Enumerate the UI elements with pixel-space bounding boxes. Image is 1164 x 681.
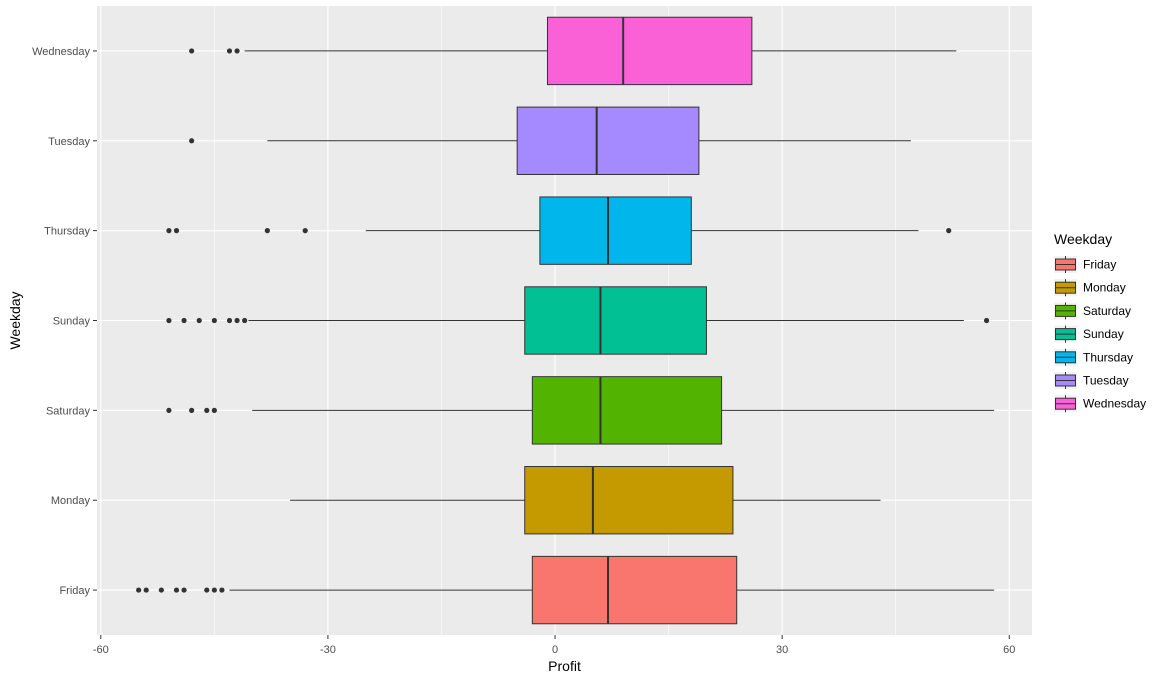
- legend: Weekday Friday Monday Saturday Sunday Thursd…: [1054, 231, 1146, 413]
- outlier-point: [166, 407, 172, 413]
- legend-label-sunday: Sunday: [1083, 327, 1124, 341]
- box-iqr: [546, 16, 753, 86]
- outlier-point: [242, 317, 248, 324]
- outlier-point: [189, 138, 195, 144]
- legend-key-sunday: [1054, 325, 1077, 343]
- outlier-point: [181, 317, 187, 324]
- x-tick-label: 60: [1003, 644, 1015, 656]
- x-tick-label: -60: [93, 644, 109, 656]
- y-tick-label: Sunday: [53, 316, 91, 328]
- box-monday: [290, 466, 881, 535]
- boxes: [136, 16, 995, 625]
- outlier-point: [211, 407, 217, 413]
- y-tick-label: Tuesday: [48, 136, 90, 148]
- y-axis: Friday Monday Saturday Sunday Thursday Tuesda…: [32, 46, 97, 597]
- y-tick-label: Thursday: [44, 226, 90, 238]
- y-axis-title: Weekday: [7, 291, 23, 349]
- outlier-point: [189, 48, 195, 54]
- outlier-point: [204, 407, 210, 413]
- x-tick-label: 0: [552, 644, 558, 656]
- legend-label-friday: Friday: [1083, 258, 1116, 272]
- outlier-point: [983, 317, 990, 324]
- legend-label-saturday: Saturday: [1083, 304, 1131, 318]
- legend-key-tuesday: [1054, 372, 1077, 389]
- y-tick-label: Wednesday: [32, 46, 90, 58]
- x-axis-title: Profit: [548, 658, 581, 674]
- legend-key-wednesday: [1054, 395, 1077, 413]
- outlier-point: [226, 317, 233, 324]
- box-saturday: [166, 376, 995, 445]
- outlier-point: [302, 228, 308, 234]
- x-tick-label: -30: [320, 644, 336, 656]
- box-iqr: [539, 196, 692, 265]
- outlier-point: [173, 587, 180, 593]
- box-thursday: [166, 196, 952, 265]
- box-iqr: [524, 466, 734, 535]
- outlier-point: [264, 228, 270, 234]
- legend-label-tuesday: Tuesday: [1083, 374, 1129, 388]
- legend-title: Weekday: [1054, 231, 1112, 247]
- outlier-point: [158, 587, 164, 593]
- legend-key-thursday: [1054, 348, 1077, 366]
- outlier-point: [219, 587, 225, 593]
- outlier-point: [196, 317, 202, 324]
- legend-key-saturday: [1054, 302, 1077, 320]
- legend-label-thursday: Thursday: [1083, 350, 1133, 364]
- outlier-point: [946, 228, 952, 234]
- box-sunday: [166, 286, 990, 355]
- box-tuesday: [189, 106, 911, 175]
- outlier-point: [166, 228, 172, 234]
- box-iqr: [531, 376, 723, 445]
- box-iqr: [524, 286, 707, 355]
- y-tick-label: Monday: [51, 495, 91, 507]
- x-tick-label: 30: [776, 644, 788, 656]
- outlier-point: [166, 317, 172, 324]
- outlier-point: [136, 587, 142, 593]
- outlier-point: [211, 317, 217, 324]
- legend-label-wednesday: Wednesday: [1083, 397, 1146, 411]
- x-axis: -60 -30 0 30 60: [93, 635, 1015, 656]
- outlier-point: [234, 317, 240, 324]
- outlier-point: [211, 587, 217, 593]
- y-tick-label: Friday: [59, 585, 90, 597]
- outlier-point: [189, 407, 195, 413]
- legend-label-monday: Monday: [1083, 281, 1126, 295]
- legend-key-friday: [1054, 256, 1077, 273]
- box-wednesday: [189, 16, 957, 86]
- outlier-point: [173, 228, 180, 234]
- outlier-point: [234, 48, 240, 54]
- legend-key-monday: [1054, 279, 1077, 297]
- box-friday: [136, 555, 995, 625]
- outlier-point: [143, 587, 149, 593]
- outlier-point: [226, 48, 233, 54]
- y-tick-label: Saturday: [46, 405, 91, 417]
- outlier-point: [181, 587, 187, 593]
- box-iqr: [531, 555, 738, 625]
- box-iqr: [516, 106, 700, 175]
- outlier-point: [204, 587, 210, 593]
